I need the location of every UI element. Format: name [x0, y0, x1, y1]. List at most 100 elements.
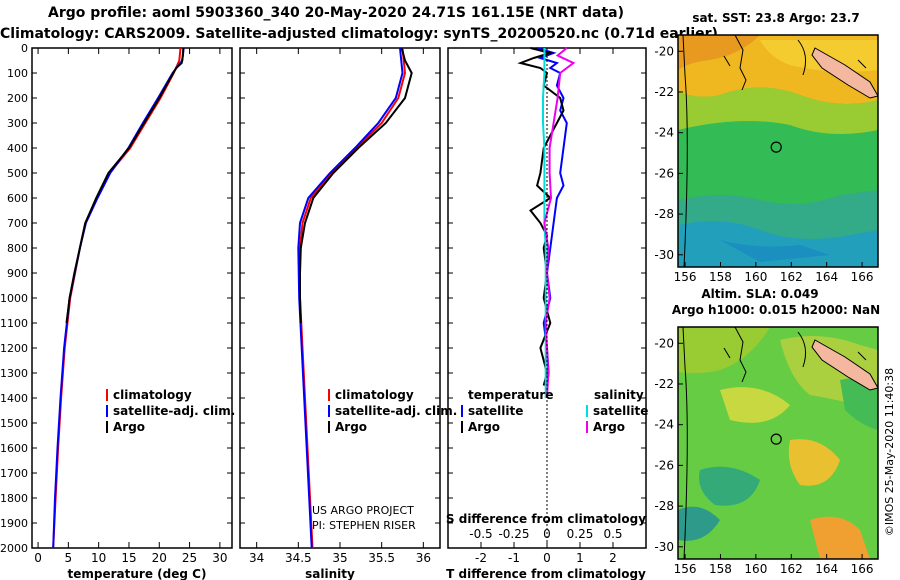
x-tick-label: 30	[212, 551, 227, 565]
x-tick-label: 35.5	[368, 551, 395, 565]
map-x-tick-label: 162	[780, 270, 803, 284]
sst-map-title: sat. SST: 23.8 Argo: 23.7	[692, 11, 859, 25]
legend-label-sal-satellite: satellite	[593, 404, 648, 418]
map-y-tick-label: -26	[654, 166, 674, 180]
depth-axis: 0 100 200 300 400 500 600 700 800 900 1000 1100 1200…	[0, 42, 28, 555]
depth-tick-label: 800	[7, 242, 28, 255]
sst-map-argo-marker	[770, 141, 782, 153]
top-x-tick-label: 0.25	[567, 527, 594, 541]
temperature-axis: 0 5 10 15 20 25 30	[32, 47, 232, 565]
legend-label-temp-argo: Argo	[468, 420, 500, 434]
map-x-tick-label: 166	[851, 562, 874, 576]
series-line-salinity-argo	[543, 47, 576, 399]
legend-label-sal-argo: Argo	[593, 420, 625, 434]
depth-tick-label: 700	[7, 217, 28, 230]
x-tick-label: 15	[121, 551, 136, 565]
difference-series	[517, 47, 576, 399]
temperature-xlabel: temperature (deg C)	[68, 567, 207, 580]
map-y-tick-label: -22	[654, 377, 674, 391]
legend-label-argo: Argo	[335, 420, 367, 434]
difference-top-xlabel: S difference from climatology	[446, 512, 646, 526]
sla-map-axes: 156 158 160 162 164 166 -20 -22 -24 -26 -28 -30	[654, 336, 873, 576]
x-tick-label: 10	[91, 551, 106, 565]
series-line-argo	[299, 47, 413, 324]
x-tick-label: 0	[34, 551, 42, 565]
salinity-panel-frame	[239, 47, 441, 549]
x-tick-label: 20	[152, 551, 167, 565]
figure-title-line-2: Climatology: CARS2009. Satellite-adjuste…	[0, 26, 718, 42]
map-y-tick-label: -24	[654, 418, 674, 432]
x-tick-label: 36	[416, 551, 431, 565]
depth-tick-label: 1300	[0, 367, 28, 380]
credit-line-1: US ARGO PROJECT	[312, 504, 414, 517]
series-line-salinity-satellite	[542, 48, 547, 398]
salinity-axis: 34 34.5 35 35.5 36	[240, 47, 440, 565]
temperature-legend: climatology satellite-adj. clim. Argo	[106, 388, 235, 434]
credit-line-2: PI: STEPHEN RISER	[312, 519, 416, 532]
map-x-tick-label: 164	[815, 562, 838, 576]
map-y-tick-label: -20	[654, 336, 674, 350]
x-tick-label: 34.5	[285, 551, 312, 565]
legend-label-argo: Argo	[113, 420, 145, 434]
map-y-tick-label: -22	[654, 85, 674, 99]
x-tick-label: 0	[543, 551, 551, 565]
map-y-tick-label: -24	[654, 126, 674, 140]
depth-tick-label: 1400	[0, 392, 28, 405]
map-y-tick-label: -30	[654, 248, 674, 262]
depth-tick-label: 1100	[0, 317, 28, 330]
timestamp-credit: ©IMOS 25-May-2020 11:40:38	[883, 368, 896, 536]
legend-label-climatology: climatology	[113, 388, 192, 402]
map-x-tick-label: 162	[780, 562, 803, 576]
depth-tick-label: 900	[7, 267, 28, 280]
x-tick-label: 5	[65, 551, 73, 565]
x-tick-label: 35	[332, 551, 347, 565]
depth-tick-label: 600	[7, 192, 28, 205]
legend-label-satellite-adj: satellite-adj. clim.	[113, 404, 235, 418]
x-tick-label: -2	[475, 551, 487, 565]
x-tick-label: 2	[609, 551, 617, 565]
series-line-argo	[65, 47, 185, 324]
map-y-tick-label: -26	[654, 458, 674, 472]
depth-tick-label: 300	[7, 117, 28, 130]
top-x-tick-label: 0.5	[603, 527, 622, 541]
map-x-tick-label: 158	[709, 562, 732, 576]
depth-tick-label: 200	[7, 92, 28, 105]
depth-tick-label: 1900	[0, 517, 28, 530]
sla-map-argo-marker	[770, 433, 782, 445]
depth-tick-label: 2000	[0, 542, 28, 555]
depth-tick-label: 500	[7, 167, 28, 180]
difference-xlabel: T difference from climatology	[446, 567, 646, 580]
map-x-tick-label: 156	[674, 562, 697, 576]
top-x-tick-label: -0.5	[469, 527, 492, 541]
map-y-tick-label: -20	[654, 44, 674, 58]
legend-label-satellite-adj: satellite-adj. clim.	[335, 404, 457, 418]
map-y-tick-label: -28	[654, 207, 674, 221]
sla-map-title: Altim. SLA: 0.049	[701, 287, 818, 301]
sla-map-coastlines	[682, 327, 878, 559]
top-x-tick-label: -0.25	[498, 527, 529, 541]
figure-title-line-1: Argo profile: aoml 5903360_340 20-May-20…	[48, 5, 624, 21]
series-line-satellite-adj-clim-	[52, 47, 185, 549]
depth-tick-label: 100	[7, 67, 28, 80]
sla-map-field	[678, 327, 878, 559]
salinity-legend: climatology satellite-adj. clim. Argo	[328, 388, 457, 434]
map-x-tick-label: 166	[851, 270, 874, 284]
legend-header-salinity: salinity	[594, 388, 644, 402]
salinity-series	[297, 47, 413, 549]
series-line-temperature-satellite	[536, 47, 568, 386]
sla-map-subtitle: Argo h1000: 0.015 h2000: NaN	[672, 303, 880, 317]
map-x-tick-label: 160	[744, 270, 767, 284]
series-line-climatology	[299, 47, 407, 549]
depth-tick-label: 1500	[0, 417, 28, 430]
difference-legend: temperature salinity satellite Argo sate…	[461, 388, 648, 434]
depth-tick-label: 1700	[0, 467, 28, 480]
depth-tick-label: 0	[21, 42, 28, 55]
x-tick-label: -1	[508, 551, 520, 565]
depth-tick-label: 1600	[0, 442, 28, 455]
legend-label-climatology: climatology	[335, 388, 414, 402]
series-line-climatology	[52, 47, 182, 549]
map-y-tick-label: -28	[654, 499, 674, 513]
salinity-xlabel: salinity	[305, 567, 355, 580]
legend-label-temp-satellite: satellite	[468, 404, 523, 418]
